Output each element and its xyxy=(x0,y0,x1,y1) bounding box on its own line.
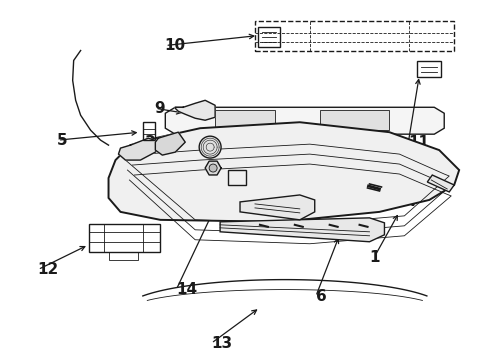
Polygon shape xyxy=(155,132,185,155)
Polygon shape xyxy=(240,195,315,220)
Text: 7: 7 xyxy=(409,194,419,209)
Polygon shape xyxy=(319,110,390,130)
Text: 10: 10 xyxy=(165,38,186,53)
Text: 8: 8 xyxy=(308,217,319,232)
Polygon shape xyxy=(165,107,444,134)
Polygon shape xyxy=(220,218,385,242)
Text: 14: 14 xyxy=(177,282,198,297)
Text: 12: 12 xyxy=(38,262,59,277)
Polygon shape xyxy=(175,100,215,120)
Text: 6: 6 xyxy=(316,289,326,304)
Polygon shape xyxy=(205,161,221,175)
Text: 9: 9 xyxy=(155,101,165,116)
Polygon shape xyxy=(215,110,275,130)
Text: 13: 13 xyxy=(211,336,232,351)
Polygon shape xyxy=(119,138,160,160)
Text: 2: 2 xyxy=(174,189,185,204)
Text: 4: 4 xyxy=(230,199,241,215)
Circle shape xyxy=(209,164,217,172)
Text: 3: 3 xyxy=(145,135,155,150)
Text: 1: 1 xyxy=(369,249,380,265)
Text: 11: 11 xyxy=(409,135,430,150)
Polygon shape xyxy=(108,122,459,222)
Text: 5: 5 xyxy=(57,133,68,148)
Circle shape xyxy=(199,136,221,158)
Polygon shape xyxy=(427,175,454,192)
